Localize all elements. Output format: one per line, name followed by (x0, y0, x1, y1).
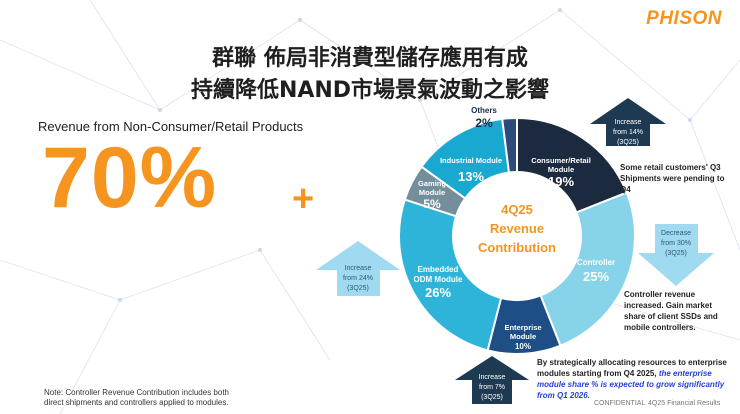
kpi-subtitle: Revenue from Non-Consumer/Retail Product… (38, 119, 304, 134)
phison-logo: PHISON (646, 8, 722, 29)
slice-value-controller: 25% (583, 269, 609, 284)
footer-results: 4Q25 Financial Results (648, 400, 721, 407)
slice-label-embedded-2: ODM Module (414, 275, 463, 284)
slice-label-industrial: Industrial Module (440, 156, 502, 165)
slice-label-enterprise-2: Module (510, 332, 536, 341)
arrow-enterprise-line3: (3Q25) (481, 394, 503, 401)
arrow-embedded-line1: Increase (345, 265, 372, 272)
arrow-up-consumer (590, 98, 666, 146)
annotation-enterprise-part1: By strategically allocating resources to… (537, 358, 727, 378)
slice-value-industrial: 13% (458, 169, 484, 184)
slice-label-embedded-1: Embedded (418, 265, 459, 274)
arrow-embedded-line3: (3Q25) (347, 285, 369, 292)
center-label-line2: Revenue (490, 221, 544, 236)
slice-label-consumer-2: Module (548, 165, 574, 174)
arrow-consumer-line1: Increase (615, 119, 642, 126)
slice-label-enterprise-1: Enterprise (504, 323, 541, 332)
slice-label-controller: Controller (577, 258, 615, 267)
arrow-up-embedded (316, 241, 400, 296)
slice-label-others: Others (471, 106, 497, 115)
arrow-consumer-line2: from 14% (613, 129, 643, 136)
annotation-controller: Controller revenue increased. Gain marke… (624, 290, 718, 332)
center-label-line3: Contribution (478, 240, 556, 255)
page-title-line2: 持續降低NAND市場景氣波動之影響 (190, 78, 550, 103)
arrow-down-controller (638, 224, 714, 286)
arrow-controller-line1: Decrease (661, 230, 691, 237)
slice-label-gaming-2: Module (419, 188, 445, 197)
arrow-enterprise-line2: from 7% (479, 384, 505, 391)
arrow-embedded-line2: from 24% (343, 275, 373, 282)
kpi-big-value: 70% (42, 130, 218, 226)
annotation-enterprise: By strategically allocating resources to… (537, 357, 735, 401)
slice-label-consumer-1: Consumer/Retail (531, 156, 591, 165)
arrow-controller-line3: (3Q25) (665, 250, 687, 257)
slice-value-consumer: 19% (548, 174, 574, 189)
arrow-enterprise-line1: Increase (479, 374, 506, 381)
slice-value-enterprise: 10% (515, 342, 531, 351)
slice-value-embedded: 26% (425, 285, 451, 300)
page-title-line1: 群聯 佈局非消費型儲存應用有成 (212, 46, 528, 71)
annotation-enterprise-part2: the enterprise module share % is expecte… (537, 369, 725, 400)
annotation-consumer: Some retail customers' Q3 Shipments were… (620, 163, 725, 194)
center-label-line1: 4Q25 (501, 202, 533, 217)
footnote: Note: Controller Revenue Contribution in… (44, 388, 229, 407)
slice-value-gaming: 5% (423, 197, 441, 211)
arrow-controller-line2: from 30% (661, 240, 691, 247)
footer-confidential: CONFIDENTIAL (594, 400, 646, 407)
slice-value-others: 2% (475, 116, 493, 130)
arrow-consumer-line3: (3Q25) (617, 139, 639, 146)
donut-hole (453, 172, 581, 300)
kpi-plus-sign: + (292, 178, 315, 220)
arrow-up-enterprise (455, 356, 529, 404)
slice-label-gaming-1: Gaming (418, 179, 446, 188)
